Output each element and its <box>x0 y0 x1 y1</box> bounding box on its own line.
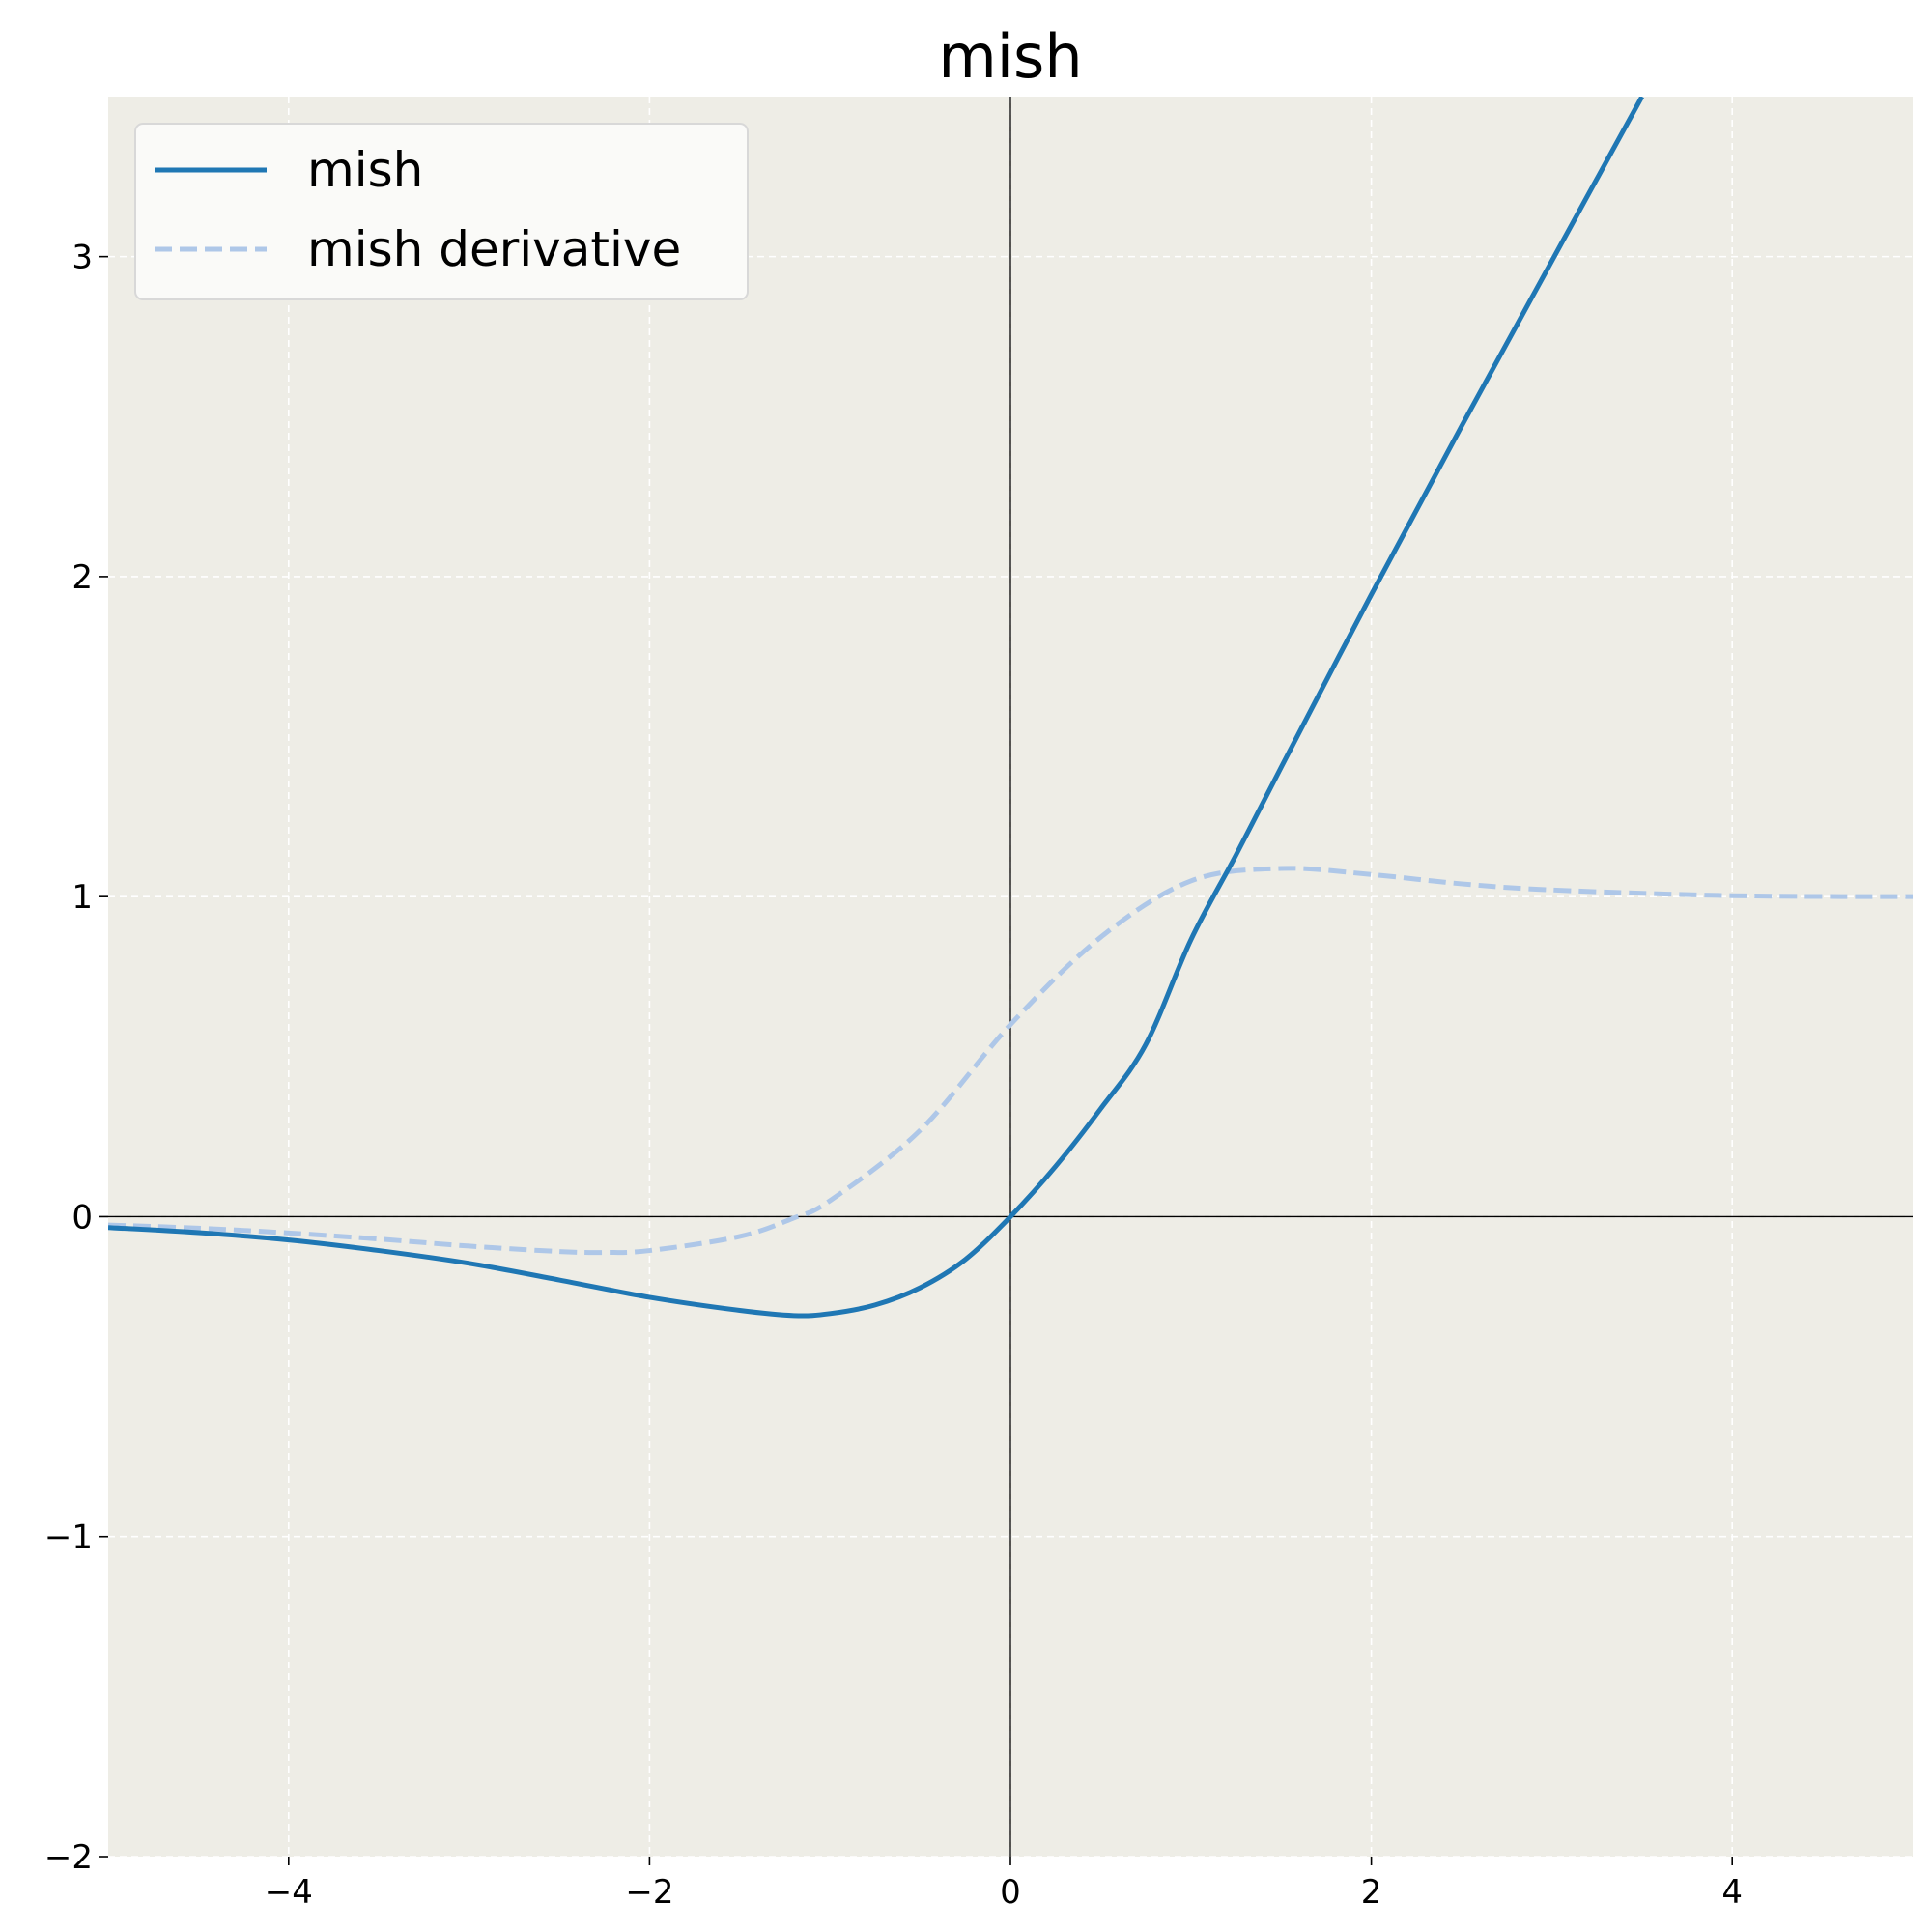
series-line-mish-derivative <box>108 866 1913 1256</box>
y-tick-label-3: 1 <box>71 878 93 917</box>
y-tick-label-1: −1 <box>44 1519 93 1557</box>
series-layer <box>108 97 1913 1319</box>
x-tick-label-3: 2 <box>1361 1873 1382 1912</box>
chart-title: mish <box>938 21 1082 92</box>
y-tick-label-0: −2 <box>44 1838 93 1877</box>
legend-label-mish-derivative: mish derivative <box>307 221 681 277</box>
tick-layer: −4 −2 0 2 4 −2 −1 0 1 2 3 <box>44 239 1743 1912</box>
legend-label-mish: mish <box>307 142 423 198</box>
x-tick-label-0: −4 <box>265 1873 313 1912</box>
legend: mish mish derivative <box>134 123 749 300</box>
y-tick-label-2: 0 <box>71 1198 93 1236</box>
y-tick-label-5: 3 <box>71 239 93 277</box>
y-tick-label-4: 2 <box>71 558 93 597</box>
x-tick-label-4: 4 <box>1721 1873 1743 1912</box>
legend-box <box>134 123 749 300</box>
x-tick-label-1: −2 <box>625 1873 673 1912</box>
series-line-mish <box>108 97 1644 1319</box>
x-tick-label-2: 0 <box>1000 1873 1021 1912</box>
